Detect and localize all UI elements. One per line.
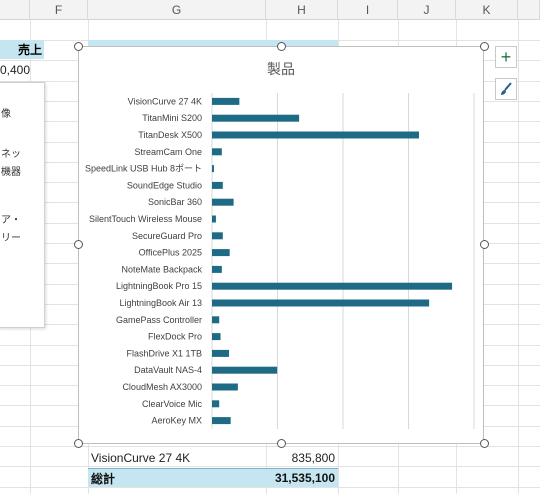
- column-header-k[interactable]: K: [456, 0, 518, 20]
- chart-bar[interactable]: [212, 148, 222, 156]
- resize-handle-bottom[interactable]: [277, 439, 286, 448]
- chart-bar[interactable]: [212, 299, 430, 307]
- pivot-total-label: 総計: [91, 471, 116, 486]
- chart-bar[interactable]: [212, 181, 223, 189]
- pivot-row-value: 835,800: [291, 450, 335, 465]
- category-label: LightningBook Air 13: [119, 298, 202, 308]
- row-gridline: [0, 446, 540, 447]
- pivot-row-item[interactable]: VisionCurve 27 4K 835,800: [88, 448, 338, 467]
- resize-handle-top[interactable]: [277, 42, 286, 51]
- column-header-j[interactable]: J: [398, 0, 456, 20]
- chart-bar[interactable]: [212, 165, 214, 173]
- chart-bar[interactable]: [212, 265, 222, 273]
- resize-handle-top-right[interactable]: [480, 42, 489, 51]
- chart-bar[interactable]: [212, 114, 300, 122]
- column-header-i[interactable]: I: [338, 0, 398, 20]
- category-label: FlashDrive X1 1TB: [126, 348, 202, 358]
- pane-line: ア・: [1, 215, 21, 226]
- resize-handle-top-left[interactable]: [74, 42, 83, 51]
- pane-line: 機器: [1, 167, 21, 178]
- pivot-total-value: 31,535,100: [274, 471, 335, 485]
- resize-handle-bottom-right[interactable]: [480, 439, 489, 448]
- chart-title[interactable]: 製品: [267, 61, 295, 77]
- category-label: SoundEdge Studio: [127, 180, 202, 190]
- brush-icon: [501, 82, 512, 95]
- category-label: SilentTouch Wireless Mouse: [89, 214, 202, 224]
- resize-handle-left[interactable]: [74, 240, 83, 249]
- category-label: DataVault NAS-4: [134, 365, 202, 375]
- column-header-extra: [518, 0, 540, 20]
- pane-line: 像: [1, 109, 11, 120]
- category-label: NoteMate Backpack: [121, 264, 202, 274]
- pane-line: リー: [1, 233, 21, 244]
- category-label: ClearVoice Mic: [142, 399, 203, 409]
- chart-bar[interactable]: [212, 232, 223, 240]
- plus-icon: +: [500, 47, 512, 67]
- chart-bar[interactable]: [212, 131, 419, 139]
- category-label: OfficePlus 2025: [139, 248, 202, 258]
- chart-elements-button[interactable]: +: [495, 46, 517, 68]
- chart-plot: VisionCurve 27 4K TitanMini S200 TitanDesk…: [85, 93, 475, 429]
- chart-styles-button[interactable]: [495, 78, 517, 100]
- category-label: CloudMesh AX3000: [122, 382, 202, 392]
- pivot-row-label: VisionCurve 27 4K: [91, 450, 191, 465]
- category-label: VisionCurve 27 4K: [128, 96, 202, 106]
- resize-handle-right[interactable]: [480, 240, 489, 249]
- category-label: TitanDesk X500: [138, 130, 202, 140]
- chart-bar[interactable]: [212, 97, 240, 105]
- column-header-blank: [0, 0, 30, 20]
- chart-bar[interactable]: [212, 366, 278, 374]
- chart-bar[interactable]: [212, 417, 231, 425]
- category-label: FlexDock Pro: [148, 332, 202, 342]
- category-label: LightningBook Pro 15: [116, 281, 202, 291]
- category-label: TitanMini S200: [142, 113, 202, 123]
- cell-header-sales[interactable]: 売上: [0, 40, 44, 59]
- category-label: SpeedLink USB Hub 8ポート: [85, 164, 202, 174]
- chart-bar[interactable]: [212, 383, 238, 391]
- chart-bar[interactable]: [212, 316, 220, 324]
- row-gridline: [0, 466, 540, 467]
- pivot-total-row[interactable]: 総計 31,535,100: [88, 468, 338, 487]
- cell-sales-value[interactable]: 0,400: [0, 63, 31, 77]
- chart-bar[interactable]: [212, 249, 230, 257]
- category-label: SecureGuard Pro: [132, 231, 202, 241]
- pivot-field-pane: 像 ネッ 機器 ア・ リー: [0, 82, 45, 328]
- resize-handle-bottom-left[interactable]: [74, 439, 83, 448]
- cell-header-sales-text: 売上: [17, 43, 42, 57]
- chart-bar[interactable]: [212, 282, 453, 290]
- chart-bar[interactable]: [212, 215, 216, 223]
- column-header-h[interactable]: H: [266, 0, 338, 20]
- pane-line: ネッ: [1, 149, 21, 160]
- column-gridline: [518, 20, 519, 494]
- chart-bar[interactable]: [212, 400, 220, 408]
- chart-bar[interactable]: [212, 349, 230, 357]
- bar-chart[interactable]: 製品 VisionCurve 27 4K TitanMini S200 TitanD…: [78, 46, 484, 444]
- chart-bar[interactable]: [212, 333, 221, 341]
- category-label: GamePass Controller: [116, 315, 202, 325]
- column-header-f[interactable]: F: [30, 0, 88, 20]
- category-label: StreamCam One: [134, 147, 202, 157]
- chart-bar[interactable]: [212, 198, 234, 206]
- category-label: SonicBar 360: [148, 197, 202, 207]
- category-label: AeroKey MX: [151, 416, 202, 426]
- column-header-g[interactable]: G: [88, 0, 266, 20]
- row-gridline: [0, 487, 540, 488]
